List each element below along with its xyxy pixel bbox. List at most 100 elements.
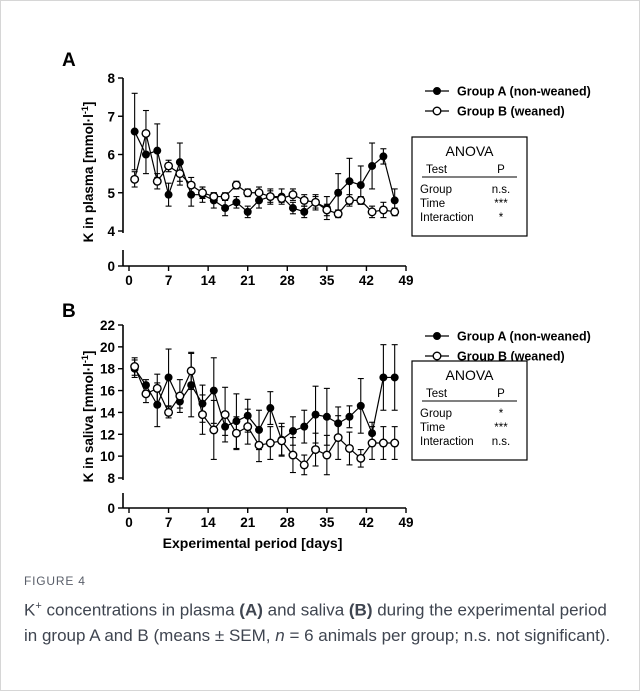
data-point — [175, 391, 185, 401]
legend-marker — [432, 106, 442, 116]
data-point — [220, 192, 230, 202]
data-point — [266, 404, 275, 413]
y-tick-label: 12 — [100, 427, 115, 442]
y-axis-label-text: K in plasma [mmol·l — [81, 114, 96, 242]
data-point — [265, 192, 275, 202]
data-point — [254, 440, 264, 450]
anova-box — [411, 136, 528, 237]
data-point — [277, 193, 287, 203]
caption-text-2: and saliva — [262, 600, 349, 620]
caption-ref-b: (B) — [348, 600, 373, 620]
panel-b: B 0 8 10 12 14 16 18 20 22 0 7 14 21 28 35 42 49 K in sali… — [62, 301, 591, 551]
data-point — [220, 410, 230, 420]
y-axis-label: K in saliva [mmol·l-1] — [80, 351, 96, 483]
data-point — [186, 180, 196, 190]
data-point — [231, 428, 241, 438]
legend-label: Group B (weaned) — [457, 105, 565, 119]
anova-col-p: P — [497, 164, 505, 176]
data-point — [300, 207, 309, 216]
data-point — [130, 127, 139, 136]
data-point — [378, 438, 388, 448]
data-point — [367, 207, 377, 217]
x-tick-label: 49 — [398, 515, 413, 530]
x-tick-label: 21 — [240, 273, 256, 288]
y-axis-label-text-end: ] — [81, 102, 96, 107]
data-point — [390, 196, 399, 205]
legend-marker — [432, 351, 442, 361]
anova-row-test: Group — [420, 184, 452, 196]
data-point — [265, 438, 275, 448]
caption-text-4: = 6 animals per group; n.s. not signific… — [284, 625, 611, 645]
caption-text-3: during the experimental period in group … — [24, 600, 607, 645]
data-point — [232, 198, 241, 207]
anova-row-p: *** — [494, 422, 508, 434]
legend-label: Group B (weaned) — [457, 350, 565, 364]
anova-row-p: * — [499, 212, 504, 224]
data-point — [379, 152, 388, 161]
data-point — [209, 386, 218, 395]
x-tick-label: 0 — [125, 515, 133, 530]
anova-col-test: Test — [426, 388, 448, 400]
caption-text-1: concentrations in plasma — [41, 600, 240, 620]
anova-row-p: * — [499, 408, 504, 420]
legend-label: Group A (non-weaned) — [457, 85, 591, 99]
anova-row-p: n.s. — [492, 436, 511, 448]
data-point — [390, 373, 399, 382]
series-line — [134, 366, 395, 466]
data-point — [243, 207, 252, 216]
y-axis-label-superscript: -1 — [80, 355, 90, 363]
y-tick-label: 6 — [107, 148, 115, 163]
data-point — [322, 205, 332, 215]
y-axis-label-text-end: ] — [81, 351, 96, 356]
anova-col-p: P — [497, 388, 505, 400]
data-point — [322, 450, 332, 460]
data-point — [277, 436, 287, 446]
data-point — [311, 445, 321, 455]
data-point — [288, 204, 297, 213]
data-point — [333, 209, 343, 219]
data-point — [345, 412, 354, 421]
figure-label: FIGURE 4 — [24, 574, 86, 588]
data-point — [152, 176, 162, 186]
data-point — [356, 181, 365, 190]
data-point — [197, 188, 207, 198]
caption-superscript: + — [35, 600, 42, 612]
anova-row-test: Interaction — [420, 212, 474, 224]
data-point — [164, 407, 174, 417]
anova-row-test: Time — [420, 422, 445, 434]
data-point — [288, 190, 298, 200]
x-tick-label: 35 — [319, 515, 335, 530]
anova-row-test: Group — [420, 408, 452, 420]
data-point — [379, 373, 388, 382]
data-point — [378, 205, 388, 215]
anova-col-test: Test — [426, 164, 448, 176]
x-tick-label: 0 — [125, 273, 133, 288]
data-point — [164, 190, 173, 199]
data-point — [300, 422, 309, 431]
data-point — [186, 366, 196, 376]
x-tick-label: 42 — [359, 515, 374, 530]
data-point — [322, 412, 331, 421]
anova-row-p: *** — [494, 198, 508, 210]
x-tick-label: 7 — [165, 273, 173, 288]
x-tick-label: 21 — [240, 515, 256, 530]
data-point — [197, 410, 207, 420]
caption-k: K — [24, 600, 36, 620]
y-axis-label-text: K in saliva [mmol·l — [81, 363, 96, 482]
data-point — [356, 453, 366, 463]
y-tick-label: 4 — [107, 224, 115, 239]
data-point — [299, 195, 309, 205]
data-point — [299, 460, 309, 470]
data-point — [311, 197, 321, 207]
data-point — [152, 383, 162, 393]
data-point — [345, 177, 354, 186]
data-point — [130, 362, 140, 372]
panel-label: A — [62, 50, 76, 71]
y-tick-label: 22 — [100, 318, 115, 333]
x-tick-label: 28 — [280, 515, 296, 530]
data-point — [344, 195, 354, 205]
data-point — [390, 438, 400, 448]
data-point — [130, 174, 140, 184]
data-point — [141, 389, 151, 399]
legend-label: Group A (non-weaned) — [457, 330, 591, 344]
